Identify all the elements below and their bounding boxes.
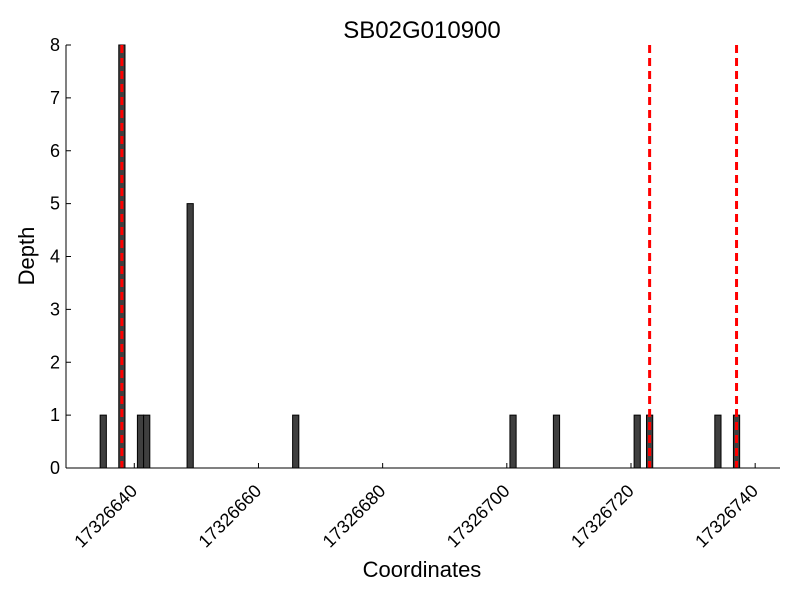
y-ticks-group: 0 1 2 3 4 5 6 7 8 [50, 35, 71, 478]
depth-bar [186, 203, 194, 469]
axes-group [65, 45, 780, 469]
depth-bar [714, 414, 722, 469]
x-tick-label: 17326700 [443, 481, 514, 552]
depth-bar [136, 414, 145, 469]
depth-bar [633, 414, 641, 469]
x-tick-label: 17326660 [195, 481, 266, 552]
depth-bar [99, 414, 107, 469]
depth-bar [552, 414, 561, 469]
bars-group [99, 44, 741, 469]
depth-bar [509, 414, 517, 469]
y-tick-label: 8 [50, 35, 60, 55]
y-tick-label: 7 [50, 88, 60, 108]
y-axis-label: Depth [14, 227, 39, 286]
y-tick-label: 2 [50, 352, 60, 372]
x-tick-label: 17326640 [70, 481, 141, 552]
y-tick-label: 5 [50, 194, 60, 214]
x-ticks-group: 17326640 17326660 17326680 17326700 17326720… [70, 463, 762, 551]
y-tick-label: 6 [50, 141, 60, 161]
y-tick-label: 3 [50, 299, 60, 319]
y-tick-label: 4 [50, 247, 60, 267]
marker-lines-group [120, 45, 739, 468]
chart-title: SB02G010900 [343, 17, 500, 44]
y-tick-label: 1 [50, 405, 60, 425]
depth-bar [292, 414, 300, 469]
depth-bar [143, 414, 151, 469]
x-tick-label: 17326740 [691, 481, 762, 552]
x-axis-label: Coordinates [363, 557, 482, 582]
y-tick-label: 0 [50, 458, 60, 478]
x-tick-label: 17326680 [319, 481, 390, 552]
x-tick-label: 17326720 [567, 481, 638, 552]
